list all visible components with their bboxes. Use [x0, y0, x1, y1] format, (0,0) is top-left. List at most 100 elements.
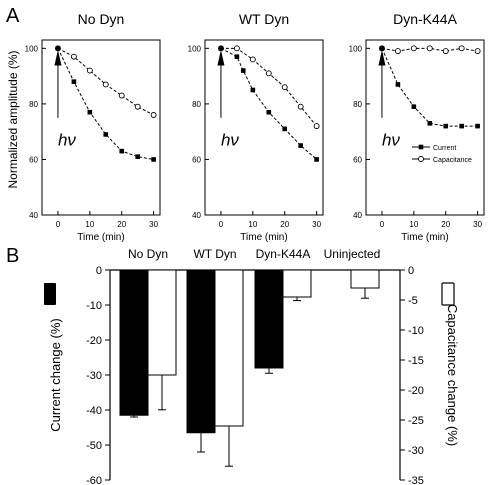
data-point-current	[218, 46, 224, 51]
data-point-capacitance	[134, 103, 141, 110]
y-tick-label: 100	[188, 44, 202, 53]
plot-frame	[365, 39, 485, 216]
data-point-capacitance	[265, 70, 272, 77]
left-tick-label: -50	[86, 440, 102, 452]
y-tick-label: 40	[192, 211, 201, 220]
hv-label: hν	[58, 131, 76, 150]
hv-label: hν	[221, 131, 239, 150]
right-axis-label: Capacitance change (%)	[445, 304, 460, 446]
panel-b-letter: B	[6, 245, 19, 267]
data-point-current	[298, 143, 303, 148]
data-point-capacitance	[297, 103, 304, 110]
x-tick-label: 10	[85, 220, 94, 229]
legend-marker-capacitance	[418, 156, 424, 162]
data-point-capacitance	[150, 112, 157, 118]
y-tick-label: 60	[192, 155, 201, 164]
left-tick-label: -20	[86, 335, 102, 347]
right-axis-key-swatch	[441, 282, 455, 306]
x-tick-label: 30	[473, 220, 482, 229]
x-tick-label: 20	[280, 220, 289, 229]
right-tick-label: -35	[408, 475, 424, 485]
category-label: No Dyn	[128, 247, 168, 261]
data-point-capacitance	[458, 45, 465, 52]
bar-capacitance	[350, 269, 380, 289]
data-point-current	[71, 79, 77, 84]
data-point-current	[379, 46, 385, 51]
data-point-current	[395, 82, 401, 87]
right-tick-label: -15	[408, 355, 424, 367]
hv-arrow-head	[217, 49, 225, 66]
data-point-capacitance	[394, 48, 401, 55]
line-chart-2: WT Dyn 0 10 20 30 40 60 80 100 Time (min) hν	[188, 11, 324, 243]
legend-label-current: Current	[433, 145, 456, 152]
data-point-capacitance	[426, 45, 433, 52]
y-tick-label: 80	[192, 100, 201, 109]
y-axis-label: Normalized amplitude (%)	[6, 50, 20, 188]
data-point-capacitance	[313, 123, 320, 130]
bar-capacitance	[282, 269, 312, 298]
right-tick-label: -20	[408, 385, 424, 397]
y-tick-label: 80	[29, 100, 38, 109]
left-tick-label: 0	[96, 265, 102, 277]
x-tick-label: 30	[312, 220, 321, 229]
panel-a-letter: A	[6, 5, 20, 27]
data-point-capacitance	[281, 84, 288, 91]
x-tick-label: 0	[380, 220, 385, 229]
data-point-current	[119, 148, 125, 154]
y-tick-label: 100	[25, 44, 39, 53]
data-point-current	[135, 154, 140, 159]
data-point-current	[314, 157, 319, 162]
hv-arrow-head	[378, 49, 386, 66]
legend-label-capacitance: Capacitance	[433, 157, 472, 164]
data-point-capacitance	[118, 92, 125, 99]
data-point-capacitance	[233, 45, 240, 52]
right-tick-label: -10	[408, 325, 424, 337]
data-point-current	[103, 132, 109, 137]
data-point-current	[282, 126, 288, 132]
series-line-current	[381, 48, 478, 127]
data-point-current	[55, 46, 61, 51]
left-axis-key-swatch	[44, 283, 56, 305]
line-chart-3: Dyn-K44A 0 10 20 30 40 60 80 100 Time (min) hν Curr…	[349, 11, 485, 243]
bar-capacitance	[147, 269, 177, 376]
y-tick-label: 60	[353, 155, 362, 164]
data-point-capacitance	[102, 81, 109, 88]
data-point-capacitance	[86, 67, 93, 74]
bar-chart: 0 -10 -20 -30 -40 -50 -60 0 -5 -10 -15 -20 -25 -30 -35…	[44, 247, 460, 485]
data-point-current	[87, 109, 93, 115]
x-tick-label: 20	[117, 220, 126, 229]
x-tick-label: 0	[219, 220, 224, 229]
x-tick-label: 30	[149, 220, 158, 229]
bar-current	[254, 269, 284, 369]
hv-label: hν	[382, 131, 400, 150]
right-tick-label: 0	[408, 265, 414, 277]
data-point-capacitance	[442, 48, 449, 55]
category-label: Dyn-K44A	[256, 247, 311, 261]
legend-marker-current	[418, 144, 424, 150]
y-tick-label: 60	[29, 155, 38, 164]
data-point-current	[443, 123, 449, 129]
left-axis-label: Current change (%)	[48, 318, 63, 431]
left-tick-label: -10	[86, 300, 102, 312]
x-axis-label: Time (min)	[240, 232, 287, 243]
data-point-current	[266, 109, 272, 115]
series-line-current	[220, 47, 317, 160]
data-point-current	[459, 123, 464, 129]
y-tick-label: 40	[29, 211, 38, 220]
bar-current	[186, 269, 216, 434]
left-tick-label: -40	[86, 405, 102, 417]
bar-current	[119, 269, 149, 416]
data-point-current	[250, 87, 256, 93]
y-tick-label: 100	[349, 44, 363, 53]
hv-arrow-head	[54, 49, 62, 66]
chart-title: Dyn-K44A	[393, 11, 457, 27]
x-tick-label: 0	[56, 220, 61, 229]
data-point-capacitance	[70, 53, 77, 60]
data-point-capacitance	[474, 48, 481, 55]
data-point-current	[234, 54, 240, 59]
right-tick-label: -25	[408, 415, 424, 427]
panel-b: 0 -10 -20 -30 -40 -50 -60 0 -5 -10 -15 -20 -25 -30 -35…	[44, 247, 460, 485]
data-point-capacitance	[249, 56, 256, 63]
